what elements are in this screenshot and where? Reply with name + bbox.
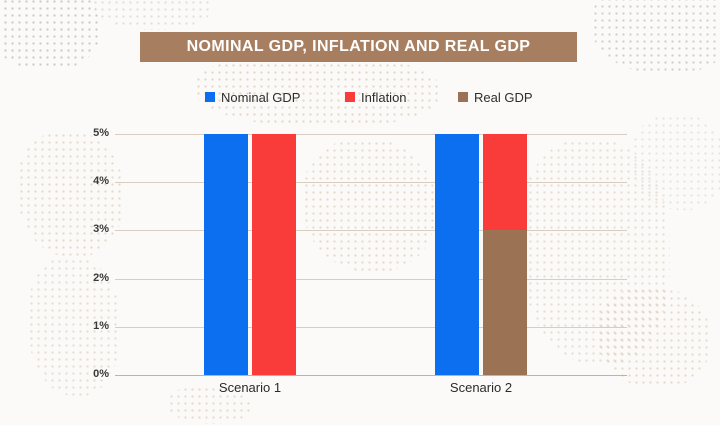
bar-scenario-2-nominal-gdp: [435, 134, 479, 375]
legend-label-inflation: Inflation: [361, 89, 407, 105]
chart-title: NOMINAL GDP, INFLATION AND REAL GDP: [186, 38, 531, 55]
y-tick-label-5: 5%: [93, 127, 109, 139]
gridline-3: [115, 230, 627, 232]
bar-scenario-2-real-gdp: [483, 230, 527, 375]
legend-swatch-real-gdp: [458, 92, 468, 102]
y-tick-label-0: 0%: [93, 368, 109, 380]
gridline-1: [115, 326, 627, 328]
x-axis-line: [115, 375, 627, 376]
chart-title-banner: NOMINAL GDP, INFLATION AND REAL GDP: [140, 32, 577, 62]
legend-item-real-gdp: Real GDP: [458, 89, 533, 105]
legend-item-nominal-gdp: Nominal GDP: [205, 89, 301, 105]
gridline-2: [115, 278, 627, 280]
y-tick-label-1: 1%: [93, 319, 109, 332]
legend: Nominal GDP Inflation Real GDP: [0, 90, 720, 106]
legend-swatch-inflation: [345, 92, 355, 102]
y-tick-label-3: 3%: [93, 223, 109, 236]
y-tick-label-2: 2%: [93, 271, 109, 284]
legend-label-real-gdp: Real GDP: [474, 89, 533, 105]
legend-swatch-nominal-gdp: [205, 92, 215, 102]
bar-scenario-2-inflation: [483, 134, 527, 231]
legend-label-nominal-gdp: Nominal GDP: [221, 89, 301, 105]
legend-item-inflation: Inflation: [345, 89, 407, 105]
category-label-scenario-2: Scenario 2: [449, 380, 513, 395]
bar-scenario-1-nominal-gdp: [204, 134, 248, 375]
category-label-scenario-1: Scenario 1: [218, 380, 282, 395]
gridline-4: [115, 182, 627, 184]
bar-scenario-1-inflation: [252, 134, 296, 375]
y-tick-label-4: 4%: [93, 175, 109, 188]
gridline-5: [115, 134, 627, 135]
